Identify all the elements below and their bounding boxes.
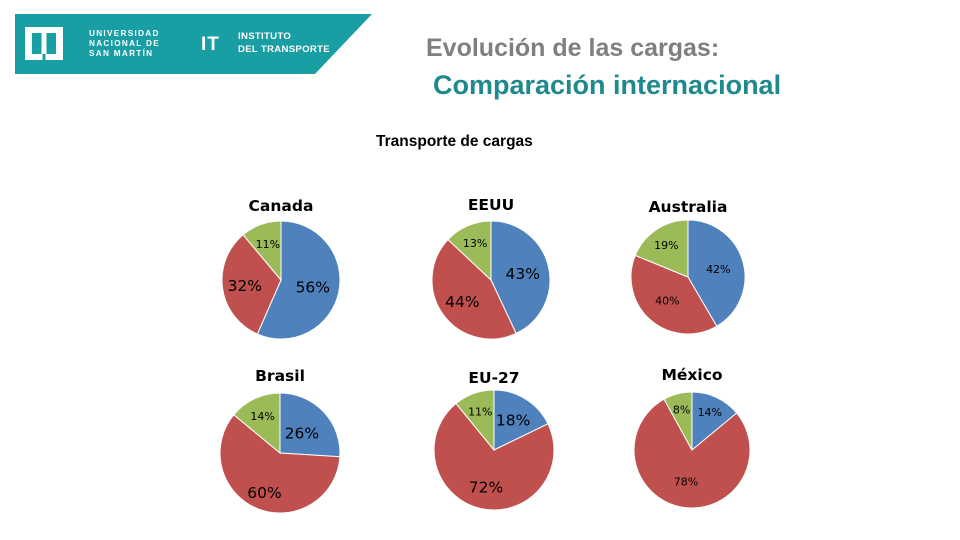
pie-slice-label: 44% bbox=[445, 293, 479, 311]
pie-slice-label: 14% bbox=[250, 410, 274, 423]
institute-line: DEL TRANSPORTE bbox=[238, 44, 330, 55]
pie-slice bbox=[431, 238, 517, 340]
pie-slice-label: 11% bbox=[468, 406, 492, 419]
pie-slice-label: 19% bbox=[654, 239, 678, 252]
pie-chart: México 14% 78% 8% bbox=[633, 366, 751, 509]
pie-slice bbox=[455, 389, 495, 452]
pie-slice bbox=[242, 220, 282, 282]
pie-slice-label: 40% bbox=[655, 295, 679, 308]
pie-slice-label: 72% bbox=[469, 478, 503, 496]
pie-slice-label: 42% bbox=[706, 263, 730, 276]
pie-slice bbox=[219, 414, 341, 514]
pie-slice-label: 14% bbox=[698, 406, 722, 419]
pie-chart-title: Brasil bbox=[255, 367, 305, 385]
pie-slice-label: 11% bbox=[256, 238, 280, 251]
pie-chart-title: Australia bbox=[649, 198, 728, 216]
pie-slice bbox=[256, 220, 341, 340]
open-book-icon bbox=[25, 27, 63, 60]
section-label: Transporte de cargas bbox=[376, 133, 533, 150]
header-band-background bbox=[15, 14, 372, 74]
pie-chart-title: EEUU bbox=[468, 196, 514, 214]
pie-slice-label: 56% bbox=[296, 279, 330, 297]
pie-chart-title: México bbox=[661, 366, 722, 384]
pie-slice bbox=[490, 220, 551, 335]
university-line: SAN MARTÍN bbox=[89, 49, 154, 59]
pie-slice-label: 78% bbox=[674, 475, 698, 488]
pie-chart: Canada 56% 32% 11% bbox=[221, 197, 341, 340]
institute-line: INSTITUTO bbox=[238, 31, 292, 42]
pie-chart-title: EU-27 bbox=[468, 369, 519, 387]
institute-name: INSTITUTO DEL TRANSPORTE bbox=[238, 30, 330, 56]
pie-slice bbox=[447, 220, 492, 282]
university-line: NACIONAL DE bbox=[89, 39, 161, 49]
pie-chart: EU-27 18% 72% 11% bbox=[433, 369, 555, 511]
pie-slice bbox=[630, 254, 718, 335]
pie-slice bbox=[433, 402, 555, 511]
pie-slice-label: 13% bbox=[463, 237, 487, 250]
pie-slice-label: 43% bbox=[505, 265, 539, 283]
pie-slice bbox=[233, 392, 281, 455]
pie-slice-label: 8% bbox=[673, 404, 690, 417]
pie-chart: EEUU 43% 44% 13% bbox=[431, 196, 551, 340]
pie-slice-label: 26% bbox=[285, 425, 319, 443]
pie-slice bbox=[687, 219, 746, 327]
it-logo-mark: IT bbox=[201, 34, 220, 55]
pie-chart: Australia 42% 40% 19% bbox=[630, 198, 746, 335]
pie-chart-title: Canada bbox=[249, 197, 314, 215]
pie-slice-label: 18% bbox=[496, 412, 530, 430]
pie-slice bbox=[221, 234, 282, 335]
university-line: UNIVERSIDAD bbox=[89, 29, 160, 38]
pie-slice-label: 60% bbox=[247, 484, 281, 502]
pie-slice bbox=[279, 392, 341, 458]
pie-slice-label: 32% bbox=[228, 277, 262, 295]
page-subtitle-heading: Comparación internacional bbox=[433, 70, 782, 100]
pie-slice bbox=[663, 391, 693, 451]
university-name: UNIVERSIDAD NACIONAL DE SAN MARTÍN bbox=[89, 29, 160, 60]
pie-chart: Brasil 26% 60% 14% bbox=[219, 367, 341, 514]
page-title: Evolución de las cargas: bbox=[426, 34, 720, 62]
pie-slice bbox=[633, 398, 751, 509]
pie-slice bbox=[634, 219, 689, 278]
pie-slice bbox=[493, 389, 549, 451]
header-band: UNIVERSIDAD NACIONAL DE SAN MARTÍN IT IN… bbox=[15, 14, 372, 74]
pie-slice bbox=[691, 391, 738, 452]
